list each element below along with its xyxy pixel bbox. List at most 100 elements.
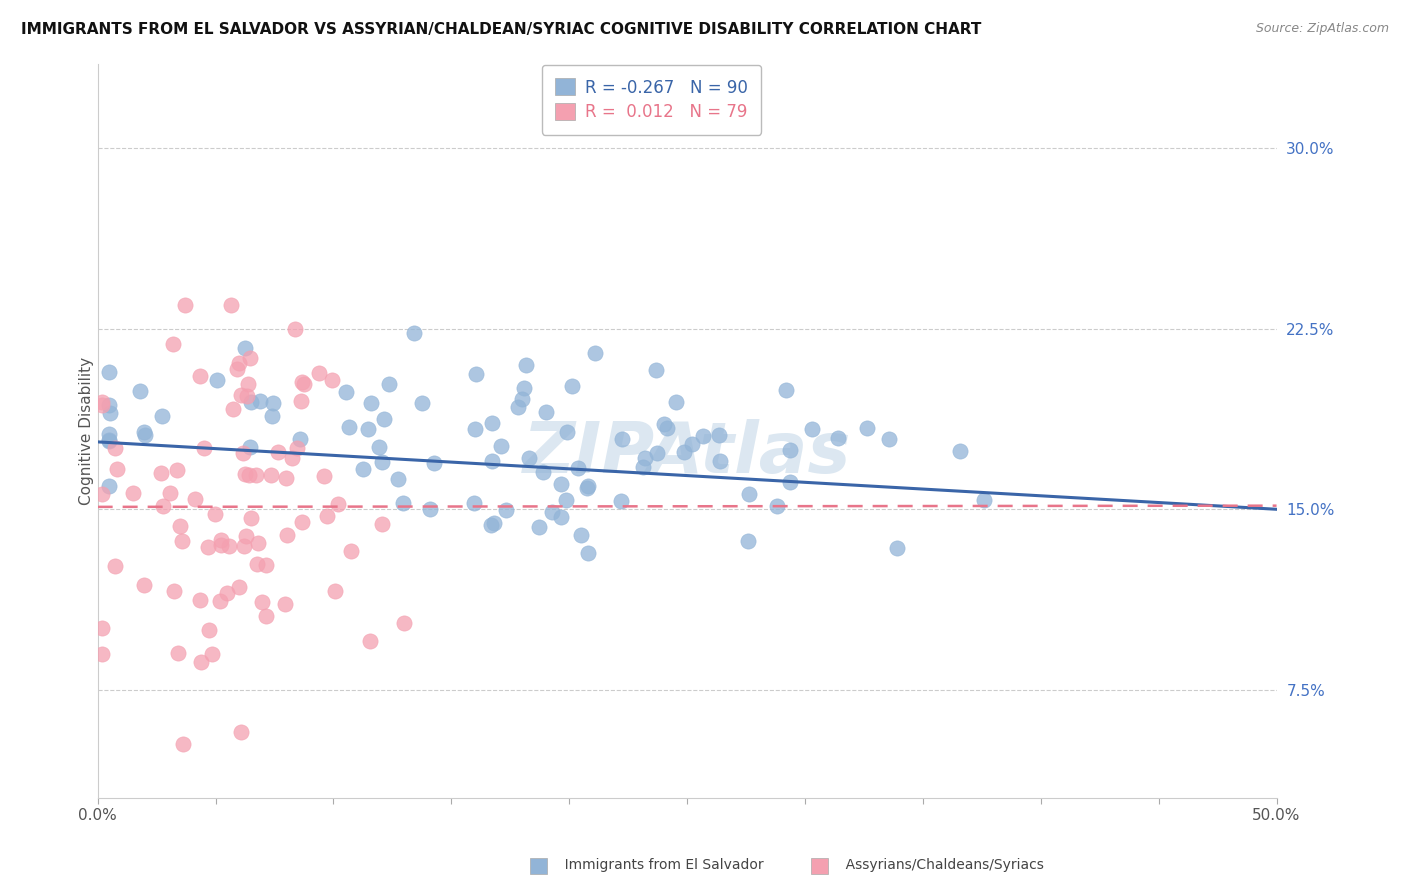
Point <box>91 621 114 635</box>
Point <box>98 433 121 447</box>
Point <box>550 509 572 524</box>
Point <box>132 425 155 439</box>
Point <box>775 384 797 398</box>
Point <box>422 456 444 470</box>
Point <box>631 459 654 474</box>
Point <box>489 438 512 452</box>
Y-axis label: Cognitive Disability: Cognitive Disability <box>79 357 94 505</box>
Point <box>779 475 801 490</box>
Point <box>402 326 425 340</box>
Point <box>184 491 207 506</box>
Point <box>801 422 824 436</box>
Point <box>98 398 121 412</box>
Point <box>274 597 297 611</box>
Point <box>256 558 278 572</box>
Point <box>508 400 530 414</box>
Point <box>262 396 284 410</box>
Point <box>238 467 260 482</box>
Point <box>373 411 395 425</box>
Point <box>464 422 486 436</box>
Point <box>239 394 262 409</box>
Point <box>198 623 221 637</box>
Point <box>172 737 194 751</box>
Point <box>484 516 506 530</box>
Point <box>98 434 121 448</box>
Point <box>233 467 256 481</box>
Point <box>555 493 578 508</box>
Point <box>236 389 259 403</box>
Point <box>315 508 337 523</box>
Point <box>337 420 360 434</box>
Point <box>634 451 657 466</box>
Text: Source: ZipAtlas.com: Source: ZipAtlas.com <box>1256 22 1389 36</box>
Point <box>561 379 583 393</box>
Point <box>352 462 374 476</box>
Point <box>233 341 256 355</box>
Point <box>576 479 599 493</box>
Point <box>335 384 357 399</box>
Point <box>877 432 900 446</box>
Point <box>169 519 191 533</box>
Point <box>249 393 271 408</box>
Point <box>534 405 557 419</box>
Point <box>371 516 394 531</box>
Point <box>267 444 290 458</box>
Point <box>387 472 409 486</box>
Point <box>291 375 314 389</box>
Point <box>517 450 540 465</box>
Point <box>193 441 215 455</box>
Point <box>550 476 572 491</box>
Point <box>170 533 193 548</box>
Point <box>190 655 212 669</box>
Point <box>260 409 283 423</box>
Point <box>285 441 308 455</box>
Point <box>204 507 226 521</box>
Point <box>481 454 503 468</box>
Point <box>159 486 181 500</box>
Point <box>707 428 730 442</box>
Point <box>173 298 195 312</box>
Point <box>856 420 879 434</box>
Point <box>197 540 219 554</box>
Text: IMMIGRANTS FROM EL SALVADOR VS ASSYRIAN/CHALDEAN/SYRIAC COGNITIVE DISABILITY COR: IMMIGRANTS FROM EL SALVADOR VS ASSYRIAN/… <box>21 22 981 37</box>
Point <box>98 426 121 441</box>
Point <box>274 470 297 484</box>
Point <box>228 356 250 370</box>
Point <box>463 495 485 509</box>
Point <box>152 409 174 423</box>
Point <box>236 377 259 392</box>
Point <box>567 461 589 475</box>
Point <box>359 633 381 648</box>
Point <box>610 432 633 446</box>
Point <box>644 362 666 376</box>
Point <box>91 395 114 409</box>
Point <box>205 374 228 388</box>
Point <box>91 647 114 661</box>
Point <box>163 584 186 599</box>
Point <box>738 487 761 501</box>
Point <box>98 406 121 420</box>
Point <box>281 450 304 465</box>
Point <box>239 440 262 454</box>
Point <box>645 446 668 460</box>
Point <box>246 536 269 550</box>
Point <box>132 578 155 592</box>
Point <box>326 497 349 511</box>
Point <box>308 366 330 380</box>
Point <box>779 442 801 457</box>
Point <box>481 416 503 430</box>
Point <box>260 467 283 482</box>
Point <box>555 425 578 439</box>
Point <box>391 496 413 510</box>
Point <box>371 455 394 469</box>
Point <box>91 398 114 412</box>
Point <box>949 443 972 458</box>
Point <box>495 502 517 516</box>
Point <box>128 384 150 398</box>
Point <box>541 505 564 519</box>
Point <box>105 462 128 476</box>
Point <box>531 465 554 479</box>
Point <box>219 298 242 312</box>
Point <box>529 519 551 533</box>
Point <box>419 501 441 516</box>
